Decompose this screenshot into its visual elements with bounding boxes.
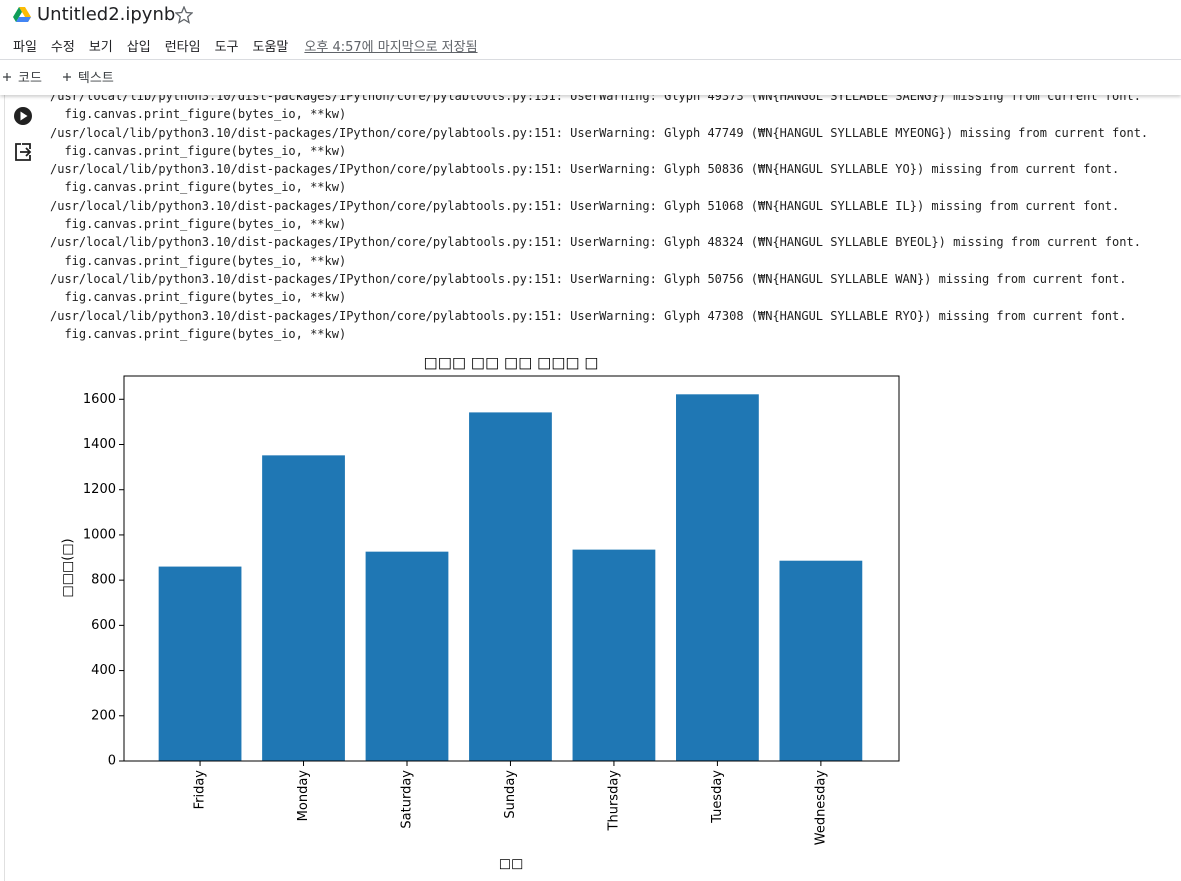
toolbar: 코드 텍스트 [0, 67, 114, 86]
plot-frame [123, 375, 900, 762]
cell-gutter [0, 95, 5, 881]
bar [469, 412, 552, 761]
notebook-title[interactable]: Untitled2.ipynb [37, 4, 176, 25]
star-icon[interactable] [175, 6, 193, 24]
menu-item[interactable]: 도움말 [252, 40, 289, 55]
run-button[interactable] [13, 106, 33, 126]
drive-logo [13, 7, 31, 22]
output-line: /usr/local/lib/python3.10/dist-packages/… [50, 308, 1127, 323]
output-line: fig.canvas.print_figure(bytes_io, **kw) [50, 107, 347, 122]
toolbar-button[interactable]: 텍스트 [60, 67, 114, 86]
output-line: fig.canvas.print_figure(bytes_io, **kw) [50, 326, 347, 341]
menu-item[interactable]: 보기 [88, 40, 113, 55]
x-tick-label: Thursday [606, 770, 621, 832]
menu-item[interactable]: 런타임 [164, 40, 201, 55]
output-icon[interactable] [13, 142, 33, 162]
menu-bar: 파일 수정 보기 삽입 런타임 도구 도움말 오후 4:57에 마지막으로 저장됨 [13, 36, 478, 55]
menu-item[interactable]: 삽입 [126, 40, 151, 55]
y-axis-label: □□□(□) [61, 538, 76, 597]
x-tick-label: Friday [193, 770, 208, 810]
toolbar-button[interactable]: 코드 [0, 67, 42, 86]
output-line: fig.canvas.print_figure(bytes_io, **kw) [50, 180, 347, 195]
output-line: /usr/local/lib/python3.10/dist-packages/… [50, 198, 1120, 213]
x-tick-label: Wednesday [813, 770, 828, 846]
output-line: fig.canvas.print_figure(bytes_io, **kw) [50, 290, 347, 305]
bar [779, 560, 863, 761]
bar [676, 394, 759, 761]
y-tick-label: 1600 [83, 392, 116, 407]
separator [0, 59, 1181, 60]
bar [262, 455, 345, 761]
output-line: /usr/local/lib/python3.10/dist-packages/… [50, 235, 1141, 250]
x-tick-label: Tuesday [710, 770, 725, 824]
plus-icon [3, 73, 11, 81]
bar [365, 551, 449, 761]
y-tick-label: 1400 [83, 437, 116, 452]
y-tick-label: 1000 [83, 527, 116, 542]
toolbar-label: 텍스트 [77, 71, 114, 86]
saved-status[interactable]: 오후 4:57에 마지막으로 저장됨 [304, 40, 478, 55]
menu-item[interactable]: 파일 [13, 40, 37, 55]
y-tick-label: 0 [108, 754, 116, 769]
chart-title: □□□ □□ □□ □□□ □ [424, 354, 599, 372]
bar [572, 549, 656, 761]
output-line: /usr/local/lib/python3.10/dist-packages/… [50, 162, 1120, 177]
output-line: fig.canvas.print_figure(bytes_io, **kw) [50, 143, 347, 158]
output-line: /usr/local/lib/python3.10/dist-packages/… [50, 125, 1149, 140]
x-tick-label: Monday [296, 770, 311, 822]
x-tick-label: Sunday [503, 770, 518, 819]
output-line: fig.canvas.print_figure(bytes_io, **kw) [50, 253, 347, 268]
toolbar-label: 코드 [18, 71, 42, 86]
x-axis-label: □□ [499, 857, 524, 872]
y-tick-label: 200 [91, 708, 116, 723]
plus-icon [62, 73, 71, 81]
y-tick-label: 800 [91, 573, 116, 588]
y-tick-label: 400 [91, 663, 116, 678]
y-tick-label: 1200 [83, 482, 116, 497]
output-line: fig.canvas.print_figure(bytes_io, **kw) [50, 217, 347, 232]
header: Untitled2.ipynb 파일 수정 보기 삽입 런타임 도구 도움말 오후 4:57에… [0, 0, 1181, 95]
bar [158, 566, 242, 761]
menu-item[interactable]: 도구 [214, 40, 239, 55]
x-tick-label: Saturday [399, 770, 414, 829]
y-tick-label: 600 [91, 618, 116, 633]
menu-item[interactable]: 수정 [50, 40, 75, 55]
output-line: /usr/local/lib/python3.10/dist-packages/… [50, 271, 1127, 286]
